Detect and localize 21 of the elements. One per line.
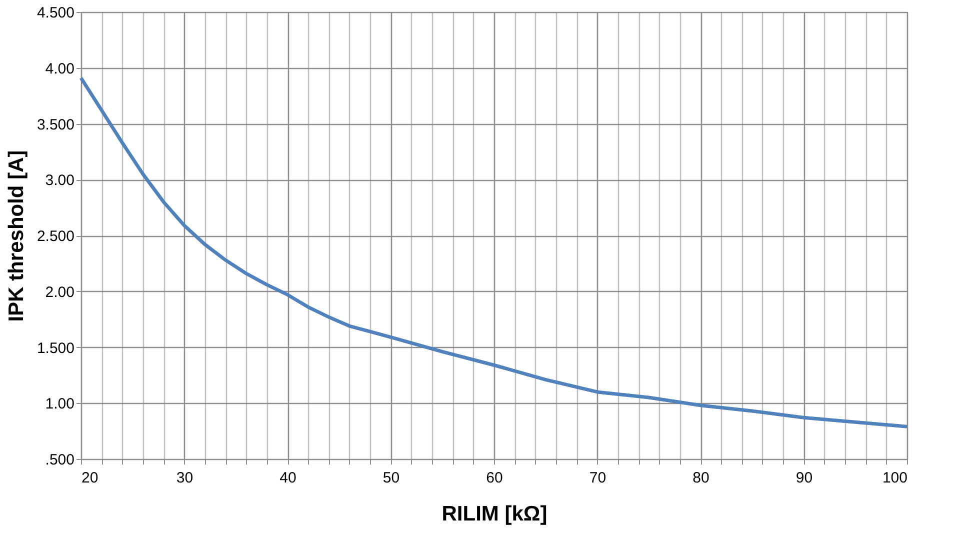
y-tick-label: 1.500 (36, 340, 74, 357)
y-tick-label: 2.00 (45, 284, 74, 301)
y-tick-label: .500 (45, 452, 74, 468)
x-tick-label: 100 (882, 470, 908, 486)
y-axis-title: IPK threshold [A] (4, 150, 28, 322)
x-tick-label: 20 (82, 470, 98, 486)
y-tick-label: 1.00 (45, 396, 74, 413)
y-tick-label: 3.500 (36, 116, 74, 134)
x-tick-label: 50 (382, 470, 400, 486)
x-tick-label: 80 (692, 470, 710, 486)
y-tick-label: 3.00 (45, 172, 74, 190)
x-tick-label: 40 (280, 470, 296, 486)
x-axis-title: RILIM [kΩ] (442, 502, 548, 526)
x-tick-label: 90 (796, 470, 813, 486)
x-tick-label: 60 (486, 470, 503, 486)
x-tick-label: 30 (176, 470, 194, 486)
x-tick-label: 70 (589, 470, 606, 486)
y-tick-label: 4.00 (45, 60, 74, 78)
y-tick-label: 2.500 (36, 228, 74, 245)
y-tick-label: 4.500 (36, 4, 74, 22)
line-series (79, 76, 909, 428)
